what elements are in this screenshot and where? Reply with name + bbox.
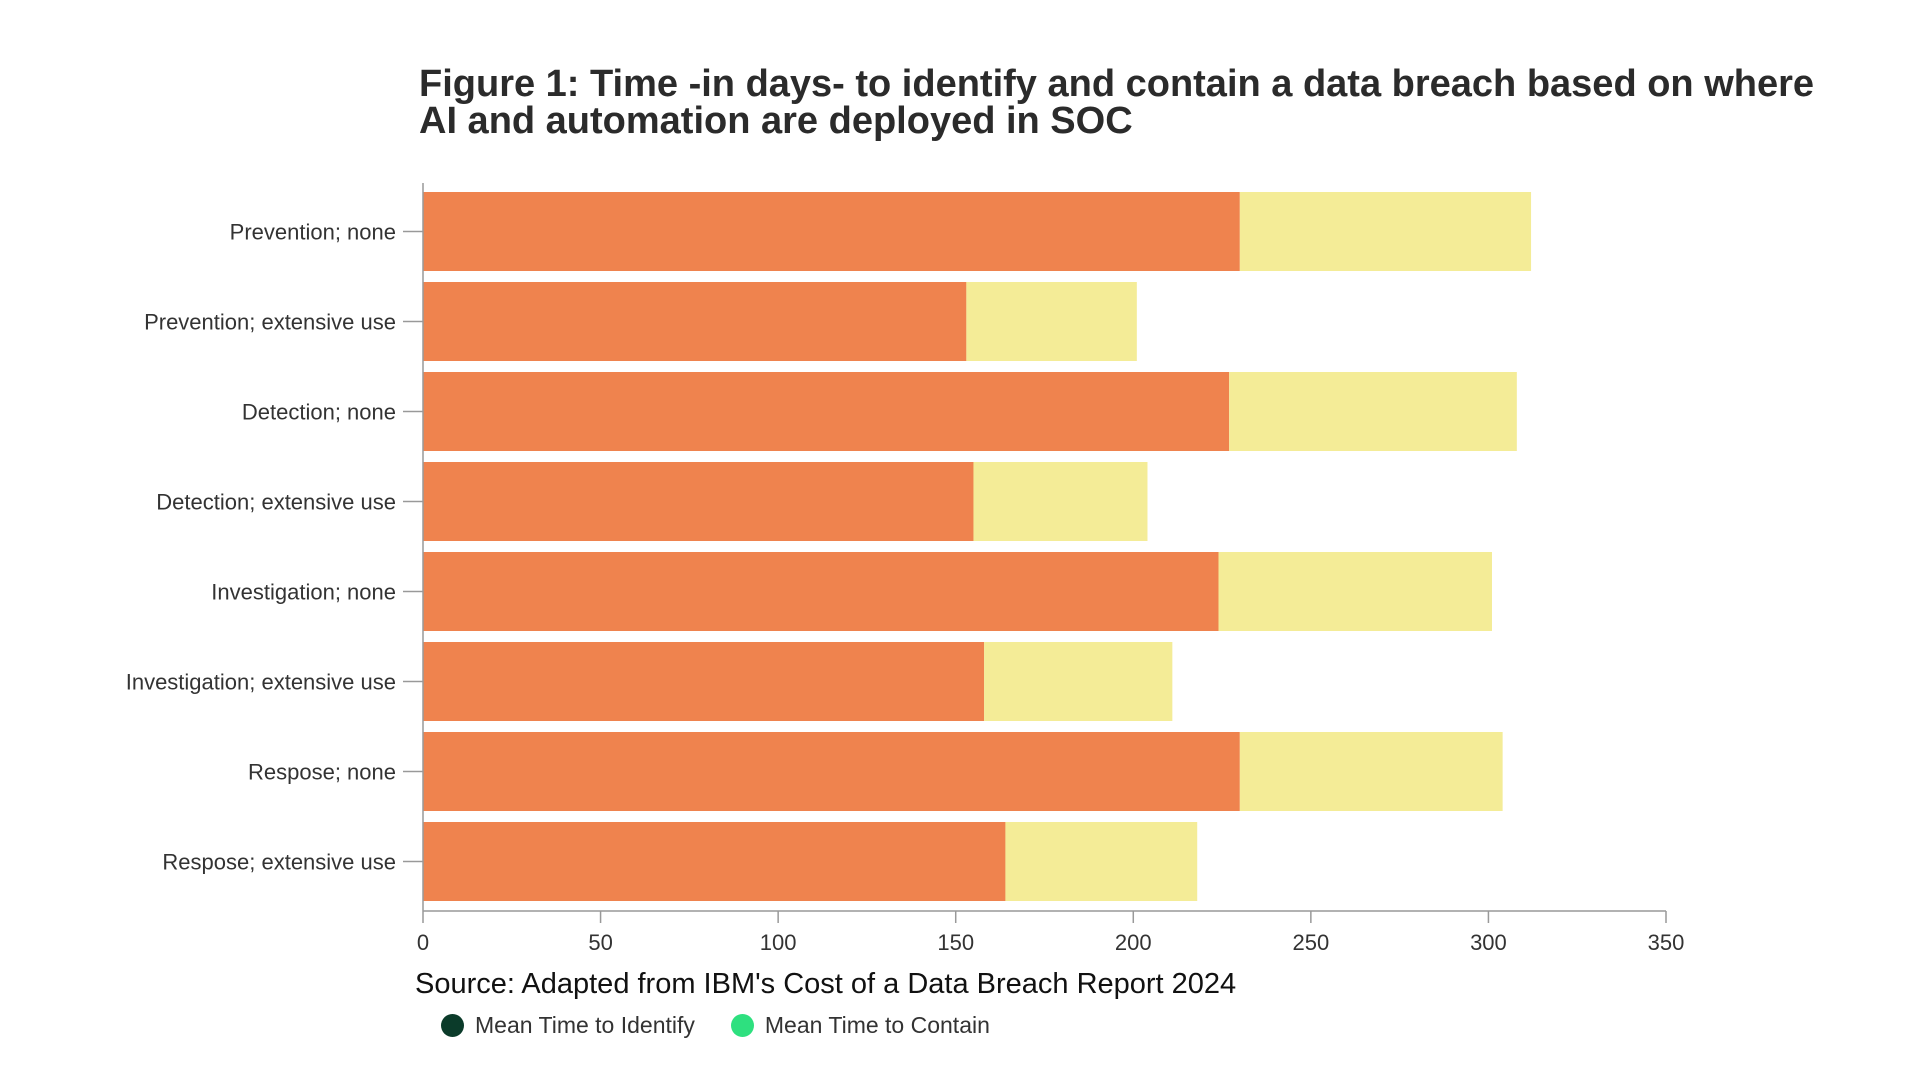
y-tick-label-6: Respose; none <box>248 760 396 785</box>
y-tick-label-7: Respose; extensive use <box>162 850 396 875</box>
x-tick-label-2: 100 <box>760 930 797 955</box>
y-tick-label-3: Detection; extensive use <box>156 490 396 515</box>
bar-contain-1 <box>966 282 1137 361</box>
legend-swatch-contain <box>730 1014 754 1037</box>
source-note: Source: Adapted from IBM's Cost of a Dat… <box>415 968 1237 1000</box>
bar-identify-0 <box>423 192 1240 271</box>
bar-contain-7 <box>1005 822 1198 901</box>
bar-identify-2 <box>423 372 1230 451</box>
x-tick-label-0: 0 <box>417 930 429 955</box>
bar-identify-1 <box>423 282 967 361</box>
bar-identify-7 <box>423 822 1006 901</box>
bar-identify-4 <box>423 552 1219 631</box>
x-tick-label-7: 350 <box>1648 930 1685 955</box>
bar-identify-5 <box>423 642 985 721</box>
x-tick-label-6: 300 <box>1470 930 1507 955</box>
legend-swatch-identify <box>441 1014 464 1037</box>
y-tick-label-4: Investigation; none <box>211 580 396 605</box>
bar-contain-4 <box>1218 552 1492 631</box>
y-tick-label-0: Prevention; none <box>230 220 396 245</box>
bar-identify-6 <box>423 732 1240 811</box>
bar-identify-3 <box>423 462 974 541</box>
y-tick-label-5: Investigation; extensive use <box>126 670 396 695</box>
y-tick-label-1: Prevention; extensive use <box>144 310 396 335</box>
x-tick-label-5: 250 <box>1292 930 1329 955</box>
x-tick-label-4: 200 <box>1115 930 1152 955</box>
bar-contain-3 <box>973 462 1148 541</box>
chart-title: Figure 1: Time -in days- to identify and… <box>419 63 1815 142</box>
bar-contain-6 <box>1239 732 1503 811</box>
y-tick-label-2: Detection; none <box>242 400 396 425</box>
bar-contain-0 <box>1239 192 1532 271</box>
legend-item-contain: Mean Time to Contain <box>730 1012 990 1039</box>
legend-item-identify: Mean Time to Identify <box>441 1012 695 1039</box>
x-tick-label-1: 50 <box>588 930 612 955</box>
bar-contain-2 <box>1229 372 1517 451</box>
legend: Mean Time to Identify Mean Time to Conta… <box>441 1012 1026 1039</box>
legend-label-identify: Mean Time to Identify <box>475 1012 695 1038</box>
x-tick-label-3: 150 <box>937 930 974 955</box>
bar-contain-5 <box>984 642 1173 721</box>
legend-label-contain: Mean Time to Contain <box>764 1012 990 1038</box>
